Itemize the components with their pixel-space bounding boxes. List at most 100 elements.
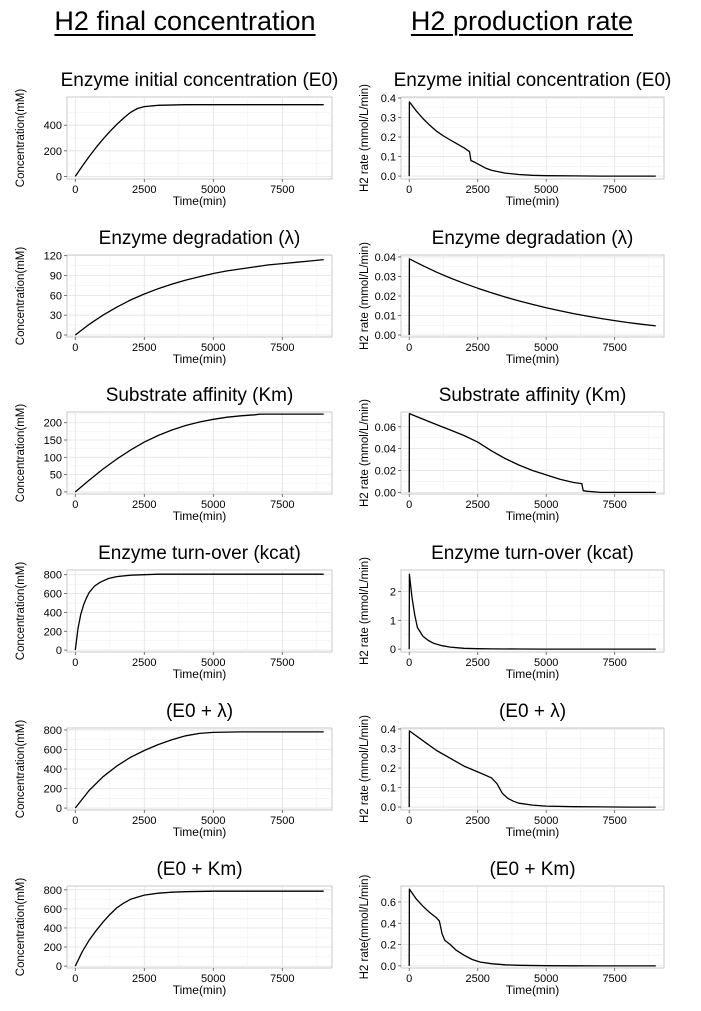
chart-7-x-tick-label: 2500: [132, 657, 156, 669]
chart-11-x-axis-label: Time(min): [173, 983, 227, 997]
chart-7-y-tick-label: 600: [44, 589, 62, 601]
chart-10-y-tick-label: 0.0: [381, 802, 396, 814]
chart-1-x-axis-label: Time(min): [173, 194, 227, 208]
chart-4-series-line: [408, 258, 656, 336]
chart-2-y-tick-label: 0.4: [381, 93, 396, 105]
chart-5-x-tick-label: 0: [72, 499, 78, 511]
chart-9-x-axis-label: Time(min): [173, 825, 227, 839]
chart-11-y-tick-label: 600: [44, 904, 62, 916]
chart-12-series-line: [408, 888, 656, 967]
chart-7-x-tick-label: 7500: [270, 657, 294, 669]
chart-2-y-tick-label: 0.1: [381, 152, 396, 164]
chart-11: 0 2500 5000 7500 0 200 400 600 800 Time(min) Conce…: [15, 878, 333, 997]
chart-7-series-line: [74, 573, 324, 651]
chart-1: 0 2500 5000 7500 0 200 400 Time(min) Concentrati…: [15, 89, 333, 208]
chart-9-y-tick-label: 200: [44, 784, 62, 796]
chart-1-y-tick-label: 200: [44, 146, 62, 158]
chart-1-x-tick-label: 7500: [270, 184, 294, 196]
chart-3-y-tick-label: 90: [50, 271, 62, 283]
chart-2: 0 2500 5000 7500 0.0 0.1 0.2 0.3 0.4 Time(min) H2 …: [359, 84, 665, 208]
chart-3-y-tick-label: 30: [50, 310, 62, 322]
chart-3-x-axis-label: Time(min): [173, 352, 227, 366]
chart-1-x-tick-label: 2500: [132, 184, 156, 196]
chart-10-plot-area: [400, 727, 665, 811]
column-header-concentration: H2 final concentration: [54, 6, 316, 36]
chart-5-y-tick-label: 50: [50, 470, 62, 482]
chart-10-y-tick-label: 0.2: [381, 763, 396, 775]
chart-7-y-axis-label: Concentration(mM): [15, 562, 27, 661]
chart-11-x-tick-label: 0: [72, 973, 78, 985]
chart-8-y-tick-label: 0: [390, 644, 396, 656]
chart-2-x-tick-label: 7500: [602, 184, 626, 196]
chart-1-series-line: [74, 104, 324, 177]
chart-6-plot-area: [400, 411, 665, 495]
chart-2-title: Enzyme initial concentration (E0): [393, 70, 672, 91]
chart-2-y-axis-label: H2 rate (mmol/L/min): [359, 84, 371, 192]
chart-11-series-line: [74, 890, 324, 967]
chart-9-x-tick-label: 0: [72, 815, 78, 827]
chart-11-x-tick-label: 5000: [201, 973, 225, 985]
chart-2-x-tick-label: 2500: [465, 184, 489, 196]
chart-2-y-tick-label: 0.0: [381, 171, 396, 183]
chart-11-y-tick-label: 200: [44, 942, 62, 954]
chart-4-y-tick-label: 0.00: [375, 330, 396, 342]
chart-5-plot-area: [66, 411, 333, 495]
chart-12-y-tick-label: 0.4: [381, 918, 396, 930]
chart-12-x-tick-label: 5000: [534, 973, 558, 985]
chart-8-x-tick-label: 5000: [534, 657, 558, 669]
chart-9-title: (E0 + λ): [165, 701, 234, 722]
chart-7-title: Enzyme turn-over (kcat): [98, 543, 301, 564]
chart-12-x-axis-label: Time(min): [506, 983, 560, 997]
chart-9-y-tick-label: 400: [44, 764, 62, 776]
chart-10: 0 2500 5000 7500 0.0 0.1 0.2 0.3 0.4 Time(min) H2 …: [359, 715, 665, 839]
chart-12-y-tick-label: 0.2: [381, 940, 396, 952]
chart-1-y-tick-label: 400: [44, 120, 62, 132]
chart-1-y-tick-label: 0: [56, 171, 62, 183]
chart-4-y-axis-label: H2 rate (mmol/L/min): [359, 242, 371, 350]
chart-10-x-tick-label: 2500: [465, 815, 489, 827]
chart-10-x-tick-label: 5000: [534, 815, 558, 827]
chart-9-y-tick-label: 0: [56, 803, 62, 815]
chart-8-x-tick-label: 7500: [602, 657, 626, 669]
chart-7-x-tick-label: 5000: [201, 657, 225, 669]
chart-6-x-tick-label: 0: [406, 499, 412, 511]
chart-3-x-tick-label: 7500: [270, 342, 294, 354]
chart-11-y-tick-label: 800: [44, 885, 62, 897]
chart-3-x-tick-label: 5000: [201, 342, 225, 354]
chart-8-y-axis-label: H2 rate (mmol/L/min): [359, 557, 371, 665]
chart-10-y-axis-label: H2 rate (mmol/L/min): [359, 715, 371, 823]
chart-12-y-tick-label: 0.6: [381, 897, 396, 909]
chart-4-y-tick-label: 0.02: [375, 291, 396, 303]
chart-8-y-tick-label: 1: [390, 615, 396, 627]
chart-6-y-tick-label: 0.02: [375, 465, 396, 477]
chart-10-series-line: [408, 730, 656, 808]
chart-3-series-line: [74, 258, 324, 336]
chart-4-y-tick-label: 0.03: [375, 271, 396, 283]
chart-8-x-tick-label: 2500: [465, 657, 489, 669]
chart-10-y-tick-label: 0.1: [381, 783, 396, 795]
chart-1-x-tick-label: 5000: [201, 184, 225, 196]
chart-2-x-tick-label: 0: [406, 184, 412, 196]
chart-10-title: (E0 + λ): [498, 701, 567, 722]
chart-7-x-axis-label: Time(min): [173, 667, 227, 681]
chart-3-y-tick-label: 0: [56, 330, 62, 342]
chart-11-x-tick-label: 2500: [132, 973, 156, 985]
chart-10-x-axis-label: Time(min): [506, 825, 560, 839]
chart-11-plot-area: [66, 885, 333, 969]
chart-12-title: (E0 + Km): [489, 859, 576, 880]
chart-5-series-line: [74, 413, 324, 493]
chart-2-plot-area: [400, 96, 665, 180]
chart-5-x-axis-label: Time(min): [173, 509, 227, 523]
chart-11-y-axis-label: Concentration(mM): [15, 878, 27, 977]
chart-9-y-tick-label: 800: [44, 725, 62, 737]
chart-4-x-axis-label: Time(min): [506, 352, 560, 366]
chart-2-y-tick-label: 0.2: [381, 132, 396, 144]
chart-8-x-axis-label: Time(min): [506, 667, 560, 681]
chart-2-y-tick-label: 0.3: [381, 113, 396, 125]
chart-1-title: Enzyme initial concentration (E0): [60, 70, 339, 91]
chart-3: 0 2500 5000 7500 0 30 60 90 120 Time(min) Concentr…: [15, 247, 333, 366]
chart-4-y-tick-label: 0.01: [375, 311, 396, 323]
chart-2-series-line: [408, 101, 656, 177]
chart-6-y-axis-label: H2 rate (mmol/L/min): [359, 399, 371, 507]
chart-8-title: Enzyme turn-over (kcat): [431, 543, 634, 564]
